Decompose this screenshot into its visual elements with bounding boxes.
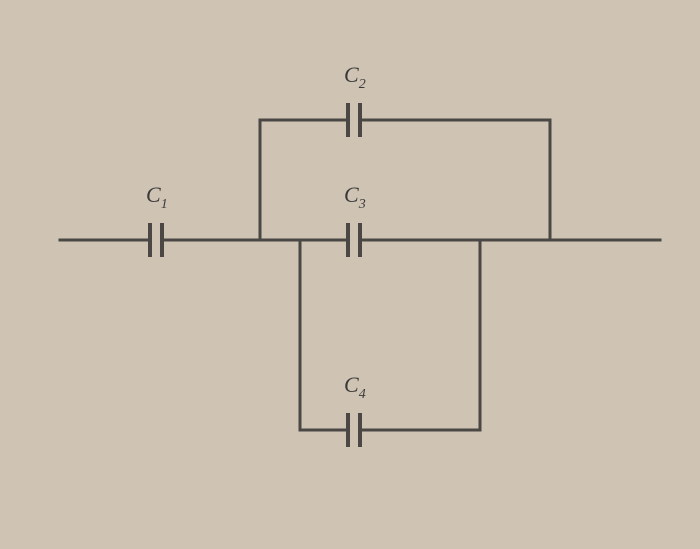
circuit-diagram: C1C2C3C4 xyxy=(0,0,700,549)
